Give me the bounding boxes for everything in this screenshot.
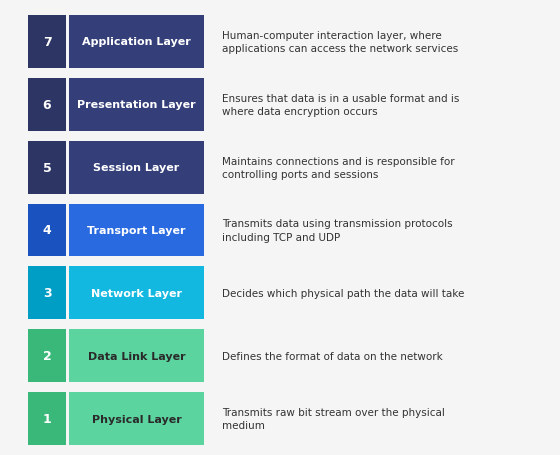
- Text: Transmits data using transmission protocols
including TCP and UDP: Transmits data using transmission protoc…: [222, 219, 452, 242]
- FancyBboxPatch shape: [28, 267, 66, 319]
- Text: Human-computer interaction layer, where
applications can access the network serv: Human-computer interaction layer, where …: [222, 31, 458, 54]
- Text: Physical Layer: Physical Layer: [92, 414, 181, 424]
- Text: 7: 7: [43, 36, 52, 49]
- FancyBboxPatch shape: [28, 79, 66, 131]
- Text: Session Layer: Session Layer: [94, 163, 180, 173]
- FancyBboxPatch shape: [69, 267, 204, 319]
- Text: Maintains connections and is responsible for
controlling ports and sessions: Maintains connections and is responsible…: [222, 156, 455, 179]
- FancyBboxPatch shape: [69, 16, 204, 69]
- FancyBboxPatch shape: [28, 329, 66, 382]
- FancyBboxPatch shape: [69, 329, 204, 382]
- Text: Application Layer: Application Layer: [82, 37, 191, 47]
- Text: Transport Layer: Transport Layer: [87, 226, 186, 236]
- FancyBboxPatch shape: [28, 16, 66, 69]
- Text: Data Link Layer: Data Link Layer: [88, 351, 185, 361]
- Text: Presentation Layer: Presentation Layer: [77, 100, 196, 110]
- Text: 3: 3: [43, 287, 52, 300]
- Text: Transmits raw bit stream over the physical
medium: Transmits raw bit stream over the physic…: [222, 407, 445, 430]
- Text: 4: 4: [43, 224, 52, 237]
- FancyBboxPatch shape: [28, 392, 66, 445]
- Text: Defines the format of data on the network: Defines the format of data on the networ…: [222, 351, 443, 361]
- Text: 5: 5: [43, 161, 52, 174]
- Text: Decides which physical path the data will take: Decides which physical path the data wil…: [222, 288, 464, 298]
- FancyBboxPatch shape: [28, 142, 66, 194]
- Text: Network Layer: Network Layer: [91, 288, 182, 298]
- FancyBboxPatch shape: [28, 204, 66, 257]
- FancyBboxPatch shape: [69, 79, 204, 131]
- FancyBboxPatch shape: [69, 204, 204, 257]
- Text: 2: 2: [43, 349, 52, 363]
- FancyBboxPatch shape: [69, 392, 204, 445]
- FancyBboxPatch shape: [69, 142, 204, 194]
- Text: 6: 6: [43, 99, 52, 111]
- Text: 1: 1: [43, 412, 52, 425]
- Text: Ensures that data is in a usable format and is
where data encryption occurs: Ensures that data is in a usable format …: [222, 93, 459, 116]
